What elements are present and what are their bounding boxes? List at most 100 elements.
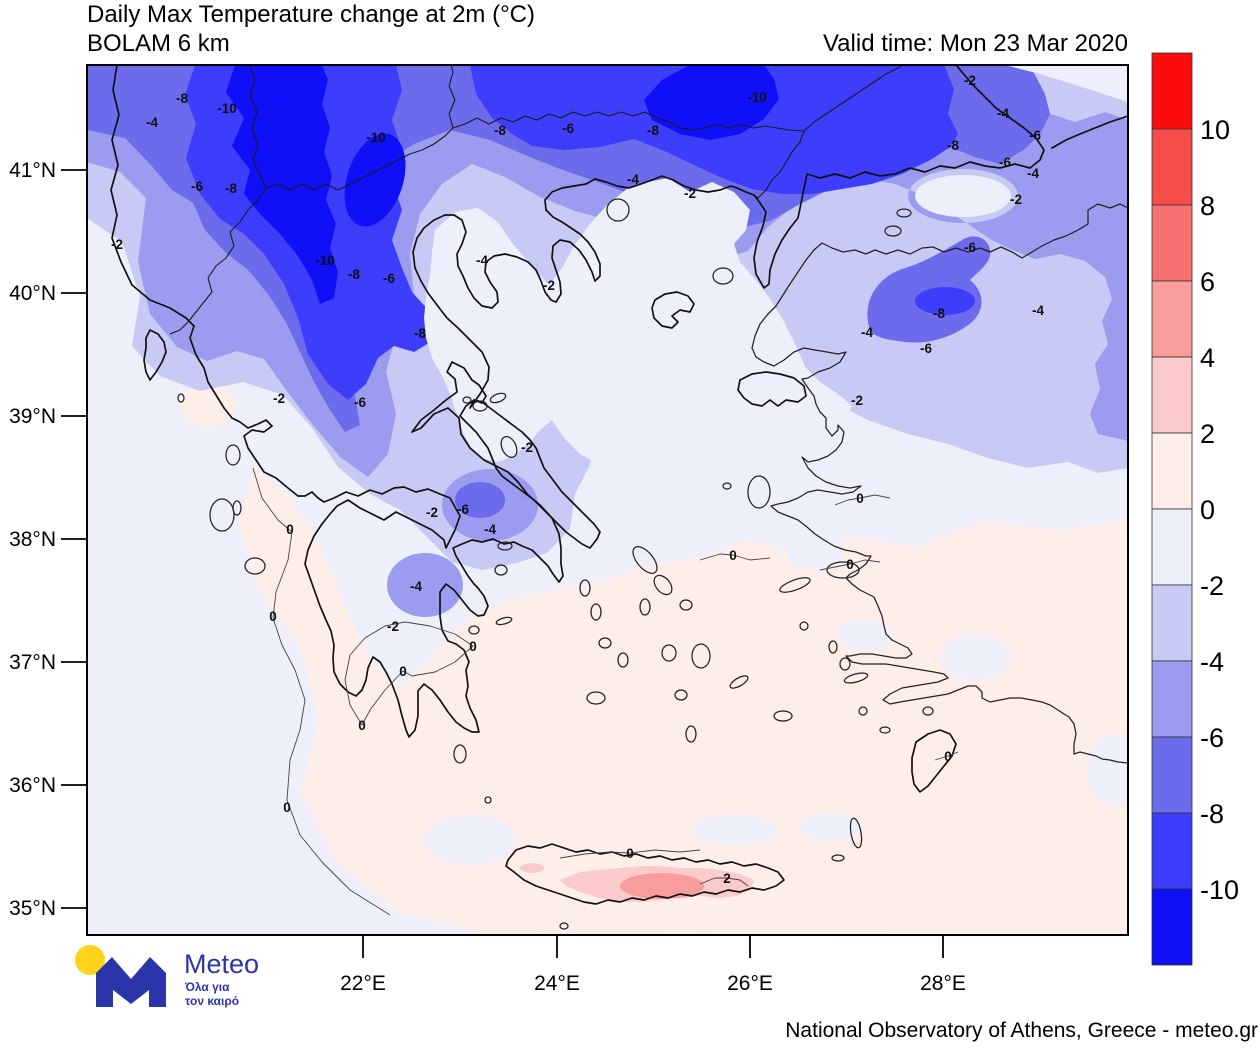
- colorbar-segment: [1151, 888, 1193, 966]
- turkey-aegean-coast: [751, 294, 1128, 764]
- colorbar-segment: [1151, 736, 1193, 814]
- euboea-coast: [459, 399, 601, 549]
- contour-value-label: -4: [410, 579, 422, 594]
- contour-value-label: 0: [283, 800, 291, 815]
- contour-value-label: -2: [964, 73, 976, 88]
- contour-value-label: -8: [647, 123, 659, 138]
- contour-value-label: 0: [358, 718, 366, 733]
- contour-value-label: 0: [269, 609, 277, 624]
- band-le-minus10-ne: [644, 65, 779, 140]
- contour-value-label: -2: [387, 619, 399, 634]
- lesbos-coast: [737, 371, 807, 407]
- colorbar-segment: [1151, 812, 1193, 890]
- contour-value-label: -6: [562, 121, 574, 136]
- lat-tick-label: 36°N: [9, 774, 56, 797]
- contour-value-label: -6: [999, 155, 1011, 170]
- lavender-patch-marmaris: [940, 634, 1010, 680]
- zero-contour-lines: [252, 467, 959, 916]
- contour-value-label: -8: [933, 306, 945, 321]
- mild-spot-marmara: [915, 175, 1011, 217]
- page-title: Daily Max Temperature change at 2m (°C): [87, 1, 535, 28]
- contour-value-label: -6: [1029, 128, 1041, 143]
- contour-value-label: -8: [494, 123, 506, 138]
- coastlines: [110, 65, 1128, 930]
- contour-value-label: -10: [747, 90, 767, 105]
- valid-time-label: Valid time: Mon 23 Mar 2020: [823, 30, 1128, 57]
- band-le-minus10-bump: [344, 133, 406, 227]
- colorbar-tick-label: 0: [1200, 495, 1215, 525]
- colorbar-tick-label: 8: [1200, 191, 1215, 221]
- contour-value-label: 0: [399, 664, 407, 679]
- crete-warm-core: [620, 873, 704, 899]
- contour-value-label: -4: [861, 325, 873, 340]
- contour-value-label: 0: [944, 749, 952, 764]
- colorbar-tick-label: -8: [1200, 799, 1224, 829]
- contour-value-label: -4: [484, 522, 496, 537]
- contour-value-label: -8: [947, 138, 959, 153]
- lon-tick-label: 28°E: [920, 972, 966, 995]
- contour-value-label: -2: [273, 391, 285, 406]
- colorbar-segment: [1151, 280, 1193, 358]
- colorbar-tick-label: -6: [1200, 723, 1224, 753]
- lat-tick-label: 41°N: [9, 159, 56, 182]
- colorbar-tick-label: -10: [1200, 875, 1239, 905]
- contour-value-label: 0: [469, 639, 477, 654]
- small-islands: [177, 198, 934, 930]
- colorbar-segment: [1151, 660, 1193, 738]
- logo-tagline-2: τον καιρό: [185, 994, 239, 1008]
- map-frame: [86, 64, 1129, 936]
- contour-value-label: -10: [315, 253, 335, 268]
- colorbar-tick-label: 4: [1200, 343, 1215, 373]
- lavender-patch-samos: [787, 543, 843, 569]
- national-borders: [169, 65, 903, 335]
- lavender-patch-kos: [837, 620, 893, 650]
- contour-value-label: -6: [354, 395, 366, 410]
- contour-value-label: -2: [111, 237, 123, 252]
- lon-tick-label: 22°E: [340, 972, 386, 995]
- contour-value-label: -10: [217, 101, 237, 116]
- band-le-minus8-troad-core: [915, 287, 975, 315]
- colorbar-segment: [1151, 356, 1193, 434]
- lavender-patch-west-crete: [425, 815, 515, 865]
- contour-value-label: 0: [729, 548, 737, 563]
- colorbar-tick-label: -2: [1200, 571, 1224, 601]
- contour-value-label: -2: [521, 440, 533, 455]
- lat-tick-label: 38°N: [9, 528, 56, 551]
- logo-tagline-1: Όλα για: [184, 980, 230, 994]
- marmara-south-coast: [782, 203, 1128, 296]
- colorbar-legend: 10 8 6 4 2 0 -2 -4 -6 -8 -10: [1151, 52, 1239, 966]
- contour-field: -8 -10 -4 -10 -8 -6 -6 -8 -2 -10 -8 -6 -4 -2 -8 -6 -2 -2 -…: [87, 65, 1128, 935]
- lavender-patch-east-rhodes: [1087, 734, 1128, 806]
- limnos-coast: [651, 291, 695, 329]
- logo-m-icon: [96, 957, 166, 1007]
- lat-tick-label: 37°N: [9, 651, 56, 674]
- contour-value-label: 0: [286, 522, 294, 537]
- mild-tongue-central: [424, 178, 852, 480]
- colorbar-segment: [1151, 52, 1193, 130]
- contour-value-label: -6: [383, 271, 395, 286]
- contour-value-label: -4: [1032, 303, 1044, 318]
- contour-value-label: 2: [723, 871, 731, 886]
- colorbar-tick-label: 2: [1200, 419, 1215, 449]
- rhodes-coast: [911, 729, 957, 793]
- mild-wedge-ne-corner: [1005, 65, 1128, 102]
- meteo-logo[interactable]: Meteo Όλα για τον καιρό: [75, 945, 259, 1008]
- colorbar-tick-label: -4: [1200, 647, 1224, 677]
- contour-value-label: -8: [225, 181, 237, 196]
- lat-tick-label: 39°N: [9, 405, 56, 428]
- contour-value-label: -4: [627, 172, 639, 187]
- contour-value-label: -6: [457, 502, 469, 517]
- longitude-axis: 22°E 24°E 26°E 28°E: [340, 935, 966, 995]
- colorbar-tick-label: 6: [1200, 267, 1215, 297]
- colorbar-segment: [1151, 584, 1193, 662]
- colorbar-tick-label: 10: [1200, 115, 1230, 145]
- latitude-axis: 41°N 40°N 39°N 38°N 37°N 36°N 35°N: [9, 159, 87, 920]
- contour-value-label: -6: [964, 240, 976, 255]
- model-subtitle: BOLAM 6 km: [87, 30, 230, 57]
- crete-coast: [505, 843, 785, 905]
- black-sea-coast: [1051, 115, 1128, 149]
- contour-label-layer: -8 -10 -4 -10 -8 -6 -6 -8 -2 -10 -8 -6 -4 -2 -8 -6 -2 -2 -…: [111, 73, 1044, 886]
- lon-tick-label: 26°E: [727, 972, 773, 995]
- lavender-patch-karpathos: [800, 813, 860, 841]
